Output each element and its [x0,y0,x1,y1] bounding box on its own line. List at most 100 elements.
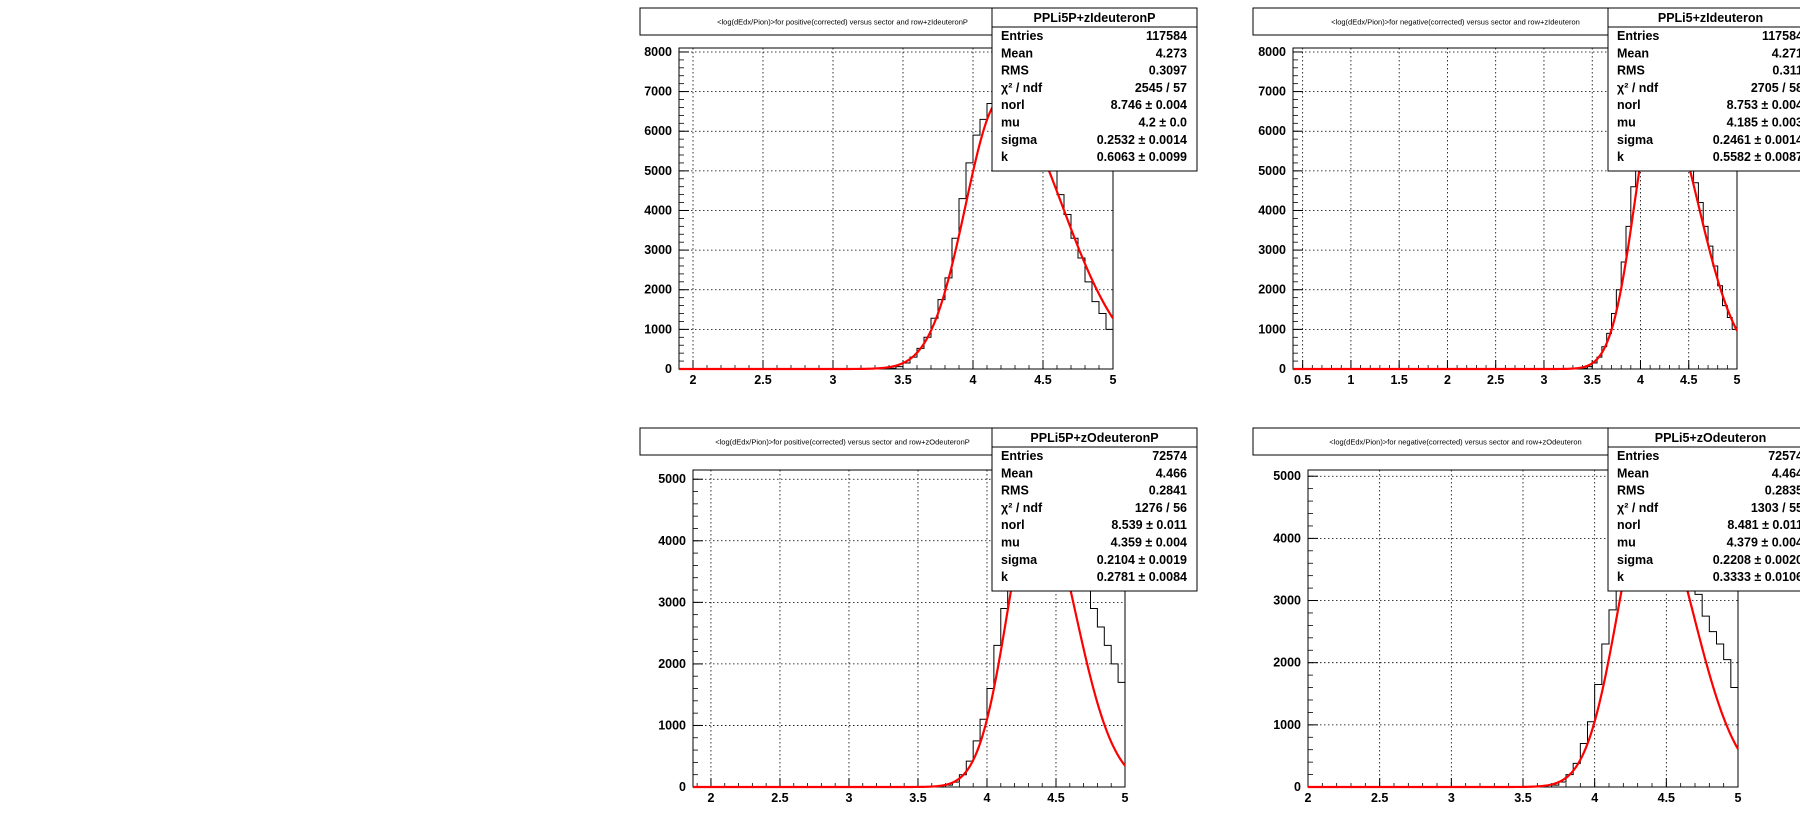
x-tick-label: 5 [1735,791,1742,805]
x-tick-label: 4 [984,791,991,805]
x-tick-label: 1.5 [1390,373,1407,387]
x-tick-label: 5 [1122,791,1129,805]
stats-value: 4.466 [1156,466,1187,480]
x-tick-label: 2 [1444,373,1451,387]
x-tick-label: 2 [1305,791,1312,805]
plot-frame [678,47,1114,370]
stats-title: PPLi5P+zOdeuteronP [1030,431,1158,445]
title-box [1252,7,1659,36]
stats-value: 4.2 ± 0.0 [1138,116,1187,130]
histogram-title: <log(dEdx/Pion)>for positive(corrected) … [717,18,968,27]
stats-label: χ² / ndf [1617,501,1659,515]
stats-label: sigma [1617,553,1654,567]
stats-label: RMS [1001,64,1029,78]
stats-label: sigma [1001,553,1038,567]
stats-title: PPLi5+zIdeuteron [1658,11,1763,25]
stats-label: RMS [1617,484,1645,498]
y-tick-label: 0 [1279,362,1286,376]
x-tick-label: 4.5 [1658,791,1675,805]
stats-label: Entries [1617,449,1659,463]
histogram-panel-4: 2 2.5 3 3.5 4 4.5 5 0 1000 2000 3000 4000 5000 <log(d… [1252,427,1800,805]
stats-label: mu [1617,536,1636,550]
stats-value: 72574 [1152,449,1187,463]
stats-value: 8.746 ± 0.004 [1111,98,1187,112]
y-tick-label: 3000 [1258,243,1286,257]
stats-value: 72574 [1768,449,1800,463]
x-tick-label: 4 [1591,791,1598,805]
y-tick-label: 5000 [1273,469,1301,483]
y-tick-label: 0 [679,780,686,794]
title-box [639,7,1046,36]
stats-label: norl [1001,98,1025,112]
stats-label: Mean [1001,46,1033,60]
stats-value: 8.539 ± 0.011 [1111,518,1187,532]
y-tick-label: 1000 [644,322,672,336]
stats-label: χ² / ndf [1001,81,1043,95]
y-tick-label: 5000 [1258,164,1286,178]
stats-value: 117584 [1146,29,1187,43]
stats-value: 4.464 [1772,466,1800,480]
x-tick-label: 2 [707,791,714,805]
x-tick-label: 4.5 [1680,373,1697,387]
y-tick-label: 5000 [644,164,672,178]
stats-label: χ² / ndf [1001,501,1043,515]
stats-label: mu [1617,116,1636,130]
stats-value: 0.2104 ± 0.0019 [1097,553,1187,567]
stats-label: Mean [1001,466,1033,480]
x-tick-label: 2.5 [1487,373,1504,387]
stats-value: 0.2208 ± 0.0020 [1713,553,1800,567]
y-tick-label: 4000 [644,203,672,217]
y-tick-label: 7000 [1258,85,1286,99]
y-tick-label: 4000 [1273,531,1301,545]
y-tick-label: 5000 [658,472,686,486]
stats-value: 0.6063 ± 0.0099 [1097,150,1187,164]
x-tick-label: 1 [1347,373,1354,387]
stats-label: RMS [1617,64,1645,78]
x-tick-label: 3.5 [1584,373,1601,387]
stats-value: 1276 / 56 [1135,501,1187,515]
y-tick-label: 7000 [644,85,672,99]
stats-label: Entries [1617,29,1659,43]
stats-label: mu [1001,536,1020,550]
histogram-panel-3: 2 2.5 3 3.5 4 4.5 5 0 1000 2000 3000 4000 5000 <log(d… [639,427,1198,805]
stats-value: 8.481 ± 0.011 [1727,518,1800,532]
x-tick-label: 3.5 [909,791,926,805]
y-tick-label: 1000 [1273,718,1301,732]
stats-value: 0.2835 [1765,484,1800,498]
stats-label: norl [1617,98,1641,112]
stats-value: 0.5582 ± 0.0087 [1713,150,1800,164]
x-tick-label: 2.5 [1371,791,1388,805]
stats-box [991,427,1198,592]
y-tick-label: 1000 [1258,322,1286,336]
stats-value: 0.2532 ± 0.0014 [1097,133,1187,147]
x-tick-label: 2 [690,373,697,387]
stats-label: Mean [1617,466,1649,480]
x-tick-label: 0.5 [1294,373,1311,387]
y-tick-label: 0 [1294,780,1301,794]
stats-value: 8.753 ± 0.004 [1727,98,1800,112]
title-box [639,427,1046,456]
stats-value: 0.2781 ± 0.0084 [1097,570,1187,584]
y-tick-label: 8000 [1258,45,1286,59]
stats-title: PPLi5P+zIdeuteronP [1034,11,1156,25]
x-tick-label: 4.5 [1034,373,1051,387]
y-tick-label: 2000 [1258,283,1286,297]
stats-label: Entries [1001,29,1043,43]
y-tick-label: 2000 [658,657,686,671]
title-box [1252,427,1659,456]
stats-value: 4.185 ± 0.003 [1727,116,1800,130]
stats-value: 0.3333 ± 0.0106 [1713,570,1800,584]
histogram-panel-2: 0.5 1 1.5 2 2.5 3 3.5 4 4.5 5 0 1000 2000 3000 4000 500… [1252,7,1800,387]
x-tick-label: 5 [1734,373,1741,387]
stats-value: 0.311 [1772,64,1800,78]
stats-value: 117584 [1762,29,1800,43]
stats-label: mu [1001,116,1020,130]
x-tick-label: 3 [830,373,837,387]
stats-box [1607,427,1800,592]
x-tick-label: 4 [970,373,977,387]
stats-value: 0.2841 [1149,484,1187,498]
stats-value: 0.3097 [1149,64,1187,78]
stats-label: sigma [1617,133,1654,147]
stats-label: k [1617,150,1624,164]
